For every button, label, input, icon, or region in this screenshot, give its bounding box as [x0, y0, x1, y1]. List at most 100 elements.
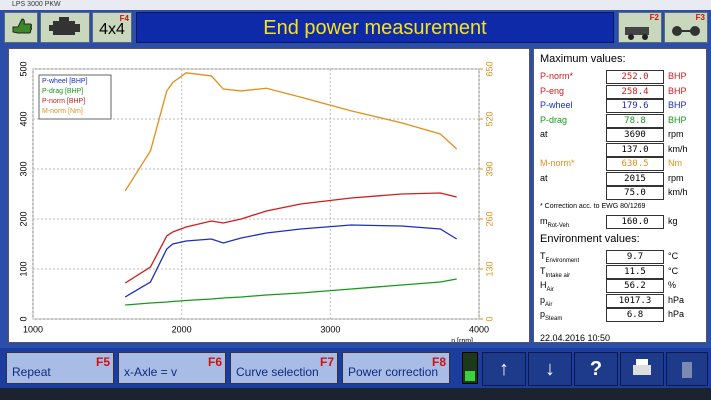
- row-label: HAir: [540, 280, 554, 293]
- x-tick-label: 2000: [172, 324, 192, 334]
- y-tick-label: 400: [18, 111, 28, 126]
- row-value: 6.8: [606, 308, 664, 322]
- printer-icon: [633, 359, 651, 375]
- x-tick-label: 1000: [23, 324, 43, 334]
- row-value: 2015: [606, 171, 664, 186]
- row-value: 78.8: [606, 113, 664, 128]
- row-label: P-eng: [540, 85, 565, 96]
- trash-icon: [682, 362, 692, 378]
- row-label: P-norm*: [540, 71, 574, 81]
- status-led: [465, 371, 475, 381]
- series-line: [124, 72, 458, 192]
- print-button[interactable]: [620, 352, 664, 386]
- engine-icon: [49, 17, 80, 35]
- row-value: 11.5: [606, 264, 664, 279]
- f3-button[interactable]: F3: [664, 12, 708, 43]
- legend-entry: P-drag [BHP]: [42, 88, 83, 95]
- row-label: TEnvironment: [540, 251, 580, 264]
- row-label: pSteam: [540, 309, 563, 322]
- correction-note: * Correction acc. to EWG 80/1269: [540, 203, 646, 210]
- help-button[interactable]: ?: [574, 352, 618, 386]
- label-sub: Air: [545, 301, 553, 308]
- key-caption: Curve selection: [236, 365, 319, 379]
- key-caption: Power correction: [348, 365, 439, 379]
- key-caption: x-Axle = v: [124, 365, 178, 379]
- key-label: F5: [95, 355, 110, 369]
- row-unit: rpm: [668, 172, 684, 183]
- label-sub: Air: [546, 287, 554, 293]
- y2-tick-label: 520: [484, 111, 494, 126]
- y2-tick-label: 130: [484, 261, 494, 276]
- engine-button[interactable]: [40, 12, 90, 43]
- row-value: 3690: [606, 128, 664, 142]
- row-unit: km/h: [668, 187, 688, 197]
- row-unit: °C: [668, 265, 679, 276]
- key-label: F8: [431, 355, 446, 369]
- row-label: P-drag: [540, 114, 568, 125]
- label-main: H: [540, 280, 547, 290]
- status-indicator: [462, 352, 478, 384]
- row-label: at: [540, 129, 548, 139]
- legend: P-wheel [BHP] P-drag [BHP] P-norm [BHP] M-n…: [38, 74, 112, 120]
- row-unit: °C: [668, 251, 679, 261]
- label-sub: Steam: [545, 316, 563, 322]
- y2-tick-label: 0: [484, 316, 494, 321]
- x-tick-label: 4000: [469, 324, 489, 334]
- legend-entry: P-wheel [BHP]: [42, 78, 88, 85]
- axle-icon: [672, 26, 700, 36]
- row-value: 179.6: [606, 99, 664, 113]
- row-label: P-wheel: [540, 100, 573, 110]
- key-label: F4: [119, 14, 129, 23]
- function-key[interactable]: F8 Power correction: [342, 352, 450, 384]
- row-unit: BHP: [668, 114, 687, 125]
- row-unit: rpm: [668, 129, 684, 139]
- key-label: F6: [207, 355, 222, 369]
- dyno-icon: [625, 27, 649, 40]
- y2-tick-label: 260: [484, 211, 494, 226]
- label-main: p: [540, 309, 546, 319]
- series-line: [125, 278, 457, 306]
- four-by-four-button[interactable]: 4x4 F4: [92, 12, 132, 43]
- y2-tick-label: 650: [484, 61, 494, 76]
- label-main: m: [540, 216, 548, 226]
- timestamp: 22.04.2016 10:50: [540, 333, 611, 343]
- function-key[interactable]: F6 x-Axle = v: [118, 352, 226, 384]
- function-key[interactable]: F7 Curve selection: [230, 352, 338, 384]
- row-unit: BHP: [668, 71, 687, 81]
- row-unit: hPa: [668, 309, 685, 319]
- row-value: 137.0: [606, 142, 664, 157]
- delete-button[interactable]: [666, 352, 708, 386]
- row-value: 75.0: [606, 186, 664, 200]
- thumb-icon: [12, 18, 32, 34]
- y-tick-label: 100: [18, 261, 28, 276]
- row-value: 160.0: [606, 215, 664, 229]
- down-button[interactable]: ↓: [528, 352, 572, 386]
- key-label: F3: [695, 13, 705, 22]
- row-value: 1017.3: [606, 293, 664, 308]
- up-button[interactable]: ↑: [482, 352, 526, 386]
- label-main: T: [540, 265, 546, 276]
- thumb-button[interactable]: [4, 12, 38, 43]
- series-line: [124, 224, 458, 298]
- row-unit: km/h: [668, 143, 688, 154]
- legend-box: [38, 74, 112, 120]
- label-main: T: [540, 251, 546, 261]
- row-unit: kg: [668, 216, 678, 226]
- key-label: F7: [319, 355, 334, 369]
- row-unit: %: [668, 280, 677, 290]
- legend-entry: P-norm [BHP]: [42, 98, 85, 105]
- function-key[interactable]: F5 Repeat: [6, 352, 114, 384]
- row-label: mRot-Veh: [540, 216, 569, 229]
- function-bar: F5 Repeat F6 x-Axle = v F7 Curve selection F8 P…: [0, 348, 711, 388]
- four-by-four-label: 4x4: [99, 21, 125, 38]
- row-unit: hPa: [668, 294, 685, 305]
- label-sub: Environment: [545, 258, 580, 264]
- x-axis-label: n [rpm]: [451, 338, 473, 343]
- x-tick-label: 3000: [320, 324, 340, 334]
- y-tick-label: 300: [18, 161, 28, 176]
- section-title: Environment values:: [540, 233, 640, 245]
- f2-button[interactable]: F2: [618, 12, 662, 43]
- y2-tick-label: 390: [484, 161, 494, 176]
- row-value: 258.4: [606, 84, 664, 99]
